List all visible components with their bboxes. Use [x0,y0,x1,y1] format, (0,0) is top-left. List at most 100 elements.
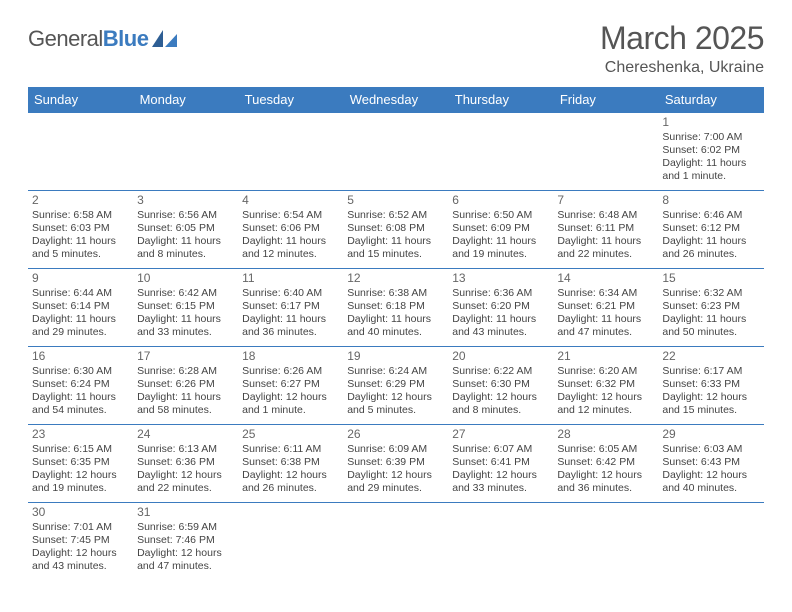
daylight-text: Daylight: 11 hours [662,157,759,170]
daylight-text: Daylight: 12 hours [662,391,759,404]
sunset-text: Sunset: 6:17 PM [242,300,339,313]
sunrise-text: Sunrise: 6:20 AM [557,365,654,378]
daylight-text: and 5 minutes. [32,248,129,261]
daylight-text: Daylight: 11 hours [662,235,759,248]
day-cell: 22Sunrise: 6:17 AMSunset: 6:33 PMDayligh… [658,347,763,425]
day-number: 3 [137,193,234,208]
daylight-text: Daylight: 11 hours [347,313,444,326]
daylight-text: and 29 minutes. [347,482,444,495]
sunset-text: Sunset: 6:08 PM [347,222,444,235]
day-cell: 29Sunrise: 6:03 AMSunset: 6:43 PMDayligh… [658,425,763,503]
calendar-row: 16Sunrise: 6:30 AMSunset: 6:24 PMDayligh… [28,347,764,425]
daylight-text: and 58 minutes. [137,404,234,417]
day-number: 25 [242,427,339,442]
day-cell: 18Sunrise: 6:26 AMSunset: 6:27 PMDayligh… [238,347,343,425]
daylight-text: Daylight: 12 hours [662,469,759,482]
empty-cell [448,113,553,191]
empty-cell [343,503,448,581]
daylight-text: and 47 minutes. [137,560,234,573]
daylight-text: and 50 minutes. [662,326,759,339]
day-number: 20 [452,349,549,364]
daylight-text: and 22 minutes. [137,482,234,495]
day-cell: 5Sunrise: 6:52 AMSunset: 6:08 PMDaylight… [343,191,448,269]
sunrise-text: Sunrise: 6:42 AM [137,287,234,300]
sail-icon [152,30,178,48]
day-cell: 24Sunrise: 6:13 AMSunset: 6:36 PMDayligh… [133,425,238,503]
sunset-text: Sunset: 6:27 PM [242,378,339,391]
daylight-text: and 19 minutes. [452,248,549,261]
day-number: 5 [347,193,444,208]
weekday-header: Wednesday [343,87,448,113]
title-block: March 2025 Chereshenka, Ukraine [600,20,764,77]
calendar-page: GeneralBlue March 2025 Chereshenka, Ukra… [0,0,792,612]
day-number: 18 [242,349,339,364]
day-number: 12 [347,271,444,286]
day-cell: 7Sunrise: 6:48 AMSunset: 6:11 PMDaylight… [553,191,658,269]
daylight-text: Daylight: 11 hours [452,235,549,248]
daylight-text: Daylight: 12 hours [557,469,654,482]
empty-cell [133,113,238,191]
day-cell: 13Sunrise: 6:36 AMSunset: 6:20 PMDayligh… [448,269,553,347]
day-cell: 26Sunrise: 6:09 AMSunset: 6:39 PMDayligh… [343,425,448,503]
sunrise-text: Sunrise: 6:28 AM [137,365,234,378]
sunrise-text: Sunrise: 6:22 AM [452,365,549,378]
daylight-text: Daylight: 12 hours [242,469,339,482]
daylight-text: Daylight: 12 hours [347,469,444,482]
calendar-row: 9Sunrise: 6:44 AMSunset: 6:14 PMDaylight… [28,269,764,347]
daylight-text: Daylight: 11 hours [32,391,129,404]
sunset-text: Sunset: 6:15 PM [137,300,234,313]
daylight-text: and 12 minutes. [242,248,339,261]
day-cell: 30Sunrise: 7:01 AMSunset: 7:45 PMDayligh… [28,503,133,581]
sunrise-text: Sunrise: 6:34 AM [557,287,654,300]
sunset-text: Sunset: 6:09 PM [452,222,549,235]
day-cell: 14Sunrise: 6:34 AMSunset: 6:21 PMDayligh… [553,269,658,347]
weekday-header: Thursday [448,87,553,113]
daylight-text: and 33 minutes. [137,326,234,339]
sunrise-text: Sunrise: 6:59 AM [137,521,234,534]
day-cell: 10Sunrise: 6:42 AMSunset: 6:15 PMDayligh… [133,269,238,347]
daylight-text: Daylight: 12 hours [32,469,129,482]
daylight-text: and 54 minutes. [32,404,129,417]
day-number: 22 [662,349,759,364]
daylight-text: Daylight: 12 hours [242,391,339,404]
sunset-text: Sunset: 6:30 PM [452,378,549,391]
sunrise-text: Sunrise: 6:11 AM [242,443,339,456]
sunrise-text: Sunrise: 6:50 AM [452,209,549,222]
sunset-text: Sunset: 6:41 PM [452,456,549,469]
brand-part1: General [28,26,103,51]
sunset-text: Sunset: 6:35 PM [32,456,129,469]
calendar-row: 1Sunrise: 7:00 AMSunset: 6:02 PMDaylight… [28,113,764,191]
daylight-text: and 47 minutes. [557,326,654,339]
daylight-text: Daylight: 12 hours [32,547,129,560]
weekday-header-row: Sunday Monday Tuesday Wednesday Thursday… [28,87,764,113]
day-cell: 25Sunrise: 6:11 AMSunset: 6:38 PMDayligh… [238,425,343,503]
daylight-text: Daylight: 11 hours [137,313,234,326]
sunrise-text: Sunrise: 6:03 AM [662,443,759,456]
daylight-text: and 5 minutes. [347,404,444,417]
sunrise-text: Sunrise: 6:58 AM [32,209,129,222]
empty-cell [448,503,553,581]
sunset-text: Sunset: 6:11 PM [557,222,654,235]
daylight-text: and 36 minutes. [242,326,339,339]
daylight-text: Daylight: 12 hours [452,391,549,404]
day-cell: 17Sunrise: 6:28 AMSunset: 6:26 PMDayligh… [133,347,238,425]
day-number: 31 [137,505,234,520]
day-cell: 20Sunrise: 6:22 AMSunset: 6:30 PMDayligh… [448,347,553,425]
daylight-text: and 12 minutes. [557,404,654,417]
day-number: 15 [662,271,759,286]
day-number: 29 [662,427,759,442]
day-number: 28 [557,427,654,442]
daylight-text: and 36 minutes. [557,482,654,495]
day-cell: 3Sunrise: 6:56 AMSunset: 6:05 PMDaylight… [133,191,238,269]
calendar-row: 23Sunrise: 6:15 AMSunset: 6:35 PMDayligh… [28,425,764,503]
day-number: 8 [662,193,759,208]
empty-cell [238,113,343,191]
daylight-text: Daylight: 11 hours [557,235,654,248]
sunrise-text: Sunrise: 7:00 AM [662,131,759,144]
day-number: 19 [347,349,444,364]
sunset-text: Sunset: 6:24 PM [32,378,129,391]
sunrise-text: Sunrise: 6:40 AM [242,287,339,300]
daylight-text: and 29 minutes. [32,326,129,339]
sunrise-text: Sunrise: 6:24 AM [347,365,444,378]
sunset-text: Sunset: 6:12 PM [662,222,759,235]
